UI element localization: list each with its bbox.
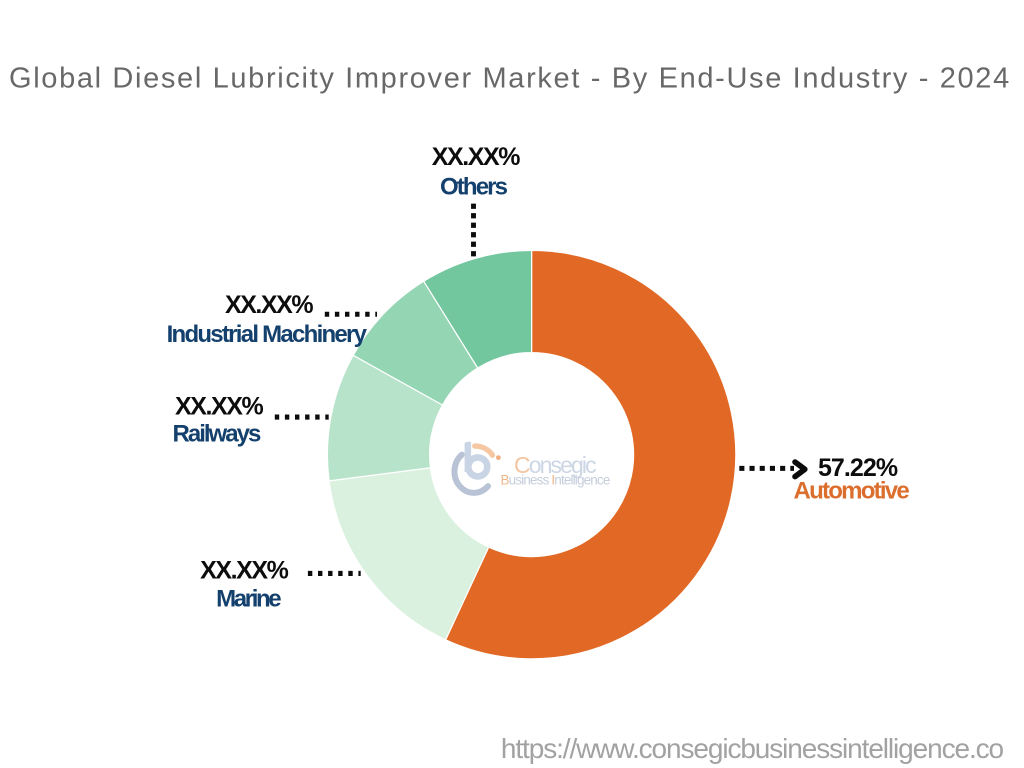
- svg-text:Marine: Marine: [216, 586, 282, 613]
- svg-text:Business Intelligence: Business Intelligence: [501, 473, 610, 488]
- svg-text:Railways: Railways: [173, 421, 262, 448]
- svg-text:Industrial Machinery: Industrial Machinery: [167, 321, 368, 348]
- svg-text:57.22%: 57.22%: [818, 454, 898, 482]
- svg-text:XX.XX%: XX.XX%: [225, 291, 314, 319]
- svg-text:XX.XX%: XX.XX%: [200, 556, 289, 584]
- svg-text:XX.XX%: XX.XX%: [432, 143, 521, 171]
- svg-text:Automotive: Automotive: [794, 478, 910, 505]
- svg-text:Others: Others: [440, 174, 508, 201]
- svg-text:https://www.consegicbusinessin: https://www.consegicbusinessintelligence…: [501, 733, 1004, 764]
- svg-text:XX.XX%: XX.XX%: [175, 392, 264, 420]
- svg-text:Consegic: Consegic: [514, 452, 596, 478]
- svg-text:Global Diesel Lubricity Improv: Global Diesel Lubricity Improver Market …: [9, 63, 1011, 95]
